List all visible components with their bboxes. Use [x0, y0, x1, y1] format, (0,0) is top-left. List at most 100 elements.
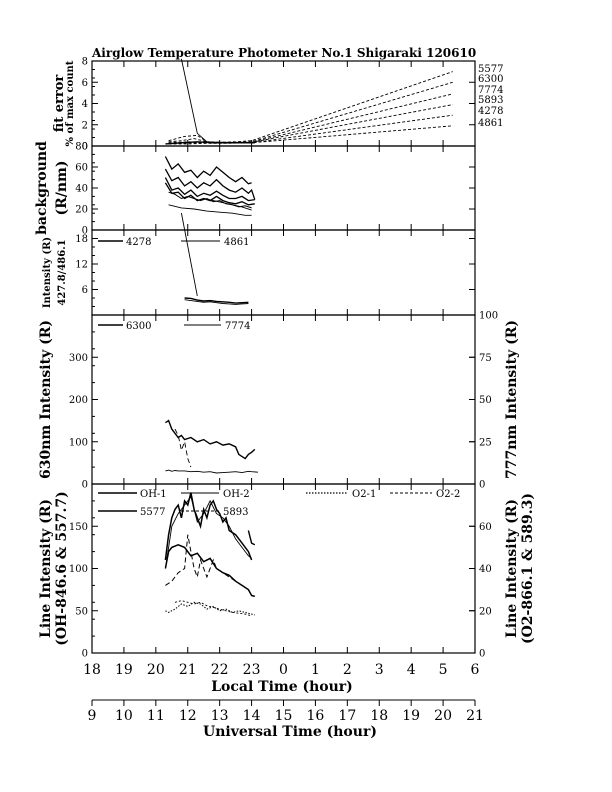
series-4278 [184, 297, 249, 304]
series-4861-spike [180, 58, 208, 143]
y-tick-label: 0 [82, 142, 88, 153]
universal-time-axis-label: Universal Time (hour) [203, 724, 377, 740]
ut-tick-label: 13 [211, 708, 229, 724]
y-tick-label: 6 [82, 285, 88, 296]
panel-intensity-blue: 6 12 18 Intensity (R) 427.8/486.1 4278 4861 [42, 212, 476, 316]
series-bg-2 [164, 168, 256, 200]
y-tick-label: 0 [82, 480, 88, 491]
ut-tick-label: 10 [115, 708, 133, 724]
y-tick-label: 0 [82, 226, 88, 237]
local-time-tick-label: 22 [211, 662, 229, 678]
local-time-tick-label: 21 [179, 662, 197, 678]
y-right-tick-label: 50 [479, 395, 492, 406]
series-band [165, 141, 255, 145]
y-right-tick-label: 0 [479, 480, 485, 491]
y-axis-label: Line Intensity (R) [38, 499, 54, 638]
y-tick-label: 12 [75, 260, 88, 271]
series-bg-1 [164, 156, 252, 185]
y-tick-label: 4 [82, 99, 88, 110]
legend-label: 5893 [223, 507, 248, 518]
y-tick-label: 300 [69, 353, 88, 364]
legend-label: O2-1 [352, 489, 376, 500]
panel-frame [91, 314, 476, 485]
ut-tick-label: 11 [147, 708, 165, 724]
legend-label: 7774 [225, 321, 250, 332]
local-time-axis-label: Local Time (hour) [211, 679, 353, 695]
y-tick-label: 60 [75, 163, 88, 174]
panel-background: 0 20 40 60 80 background (R/nm) [34, 141, 476, 237]
y-right-tick-label: 25 [479, 437, 492, 448]
ut-tick-label: 12 [179, 708, 197, 724]
local-time-tick-label: 18 [83, 662, 101, 678]
legend-label: OH-2 [223, 489, 250, 500]
y-right-tick-label: 40 [479, 564, 492, 575]
series-O2-2 [174, 600, 252, 617]
series-7774-dash [174, 428, 192, 468]
legend-label: OH-1 [140, 489, 167, 500]
series-OH-2 [164, 495, 252, 569]
y-tick-label: 40 [75, 184, 88, 195]
series-5893 [165, 534, 236, 586]
series-7774 [168, 93, 453, 144]
y-axis-label: fit error [52, 75, 67, 133]
local-time-tick-label: 20 [147, 662, 165, 678]
y-axis-label: (R/nm) [54, 161, 70, 216]
series-label: 4278 [478, 106, 503, 117]
legend-label: 4278 [126, 237, 151, 248]
y-axis-label-right: Line Intensity (R) [504, 499, 520, 638]
series-bg-3 [164, 177, 255, 202]
series-bg-6 [168, 204, 252, 216]
y-tick-label: 0 [82, 649, 88, 660]
ut-tick-label: 18 [370, 708, 388, 724]
y-right-tick-label: 100 [479, 311, 498, 322]
chart-title: Airglow Temperature Photometer No.1 Shig… [91, 46, 476, 60]
series-5577 [164, 543, 256, 598]
ut-tick-label: 15 [275, 708, 293, 724]
series-O2-1 [165, 601, 255, 616]
series-6300 [165, 419, 256, 460]
local-time-tick-label: 4 [407, 662, 416, 678]
y-tick-label: 20 [75, 205, 88, 216]
y-tick-label: 8 [82, 57, 88, 68]
ut-tick-label: 14 [243, 708, 261, 724]
y-axis-label-right: 777nm Intensity (R) [504, 320, 520, 479]
local-time-tick-label: 6 [471, 662, 480, 678]
series-bg-7 [203, 198, 252, 211]
panel-fit-error: 0 2 4 6 8 fit error% of max count 557763007774… [52, 57, 503, 153]
series-4861 [184, 299, 249, 305]
series-7774 [165, 469, 259, 474]
panel-frame [91, 145, 476, 231]
y-right-tick-label: 0 [479, 649, 485, 660]
series-label: 6300 [478, 74, 503, 85]
series-OH-1-tail [247, 530, 256, 546]
ut-tick-label: 17 [338, 708, 356, 724]
series-label: 5893 [478, 95, 503, 106]
y-axis-label: Intensity (R) [42, 237, 53, 308]
legend-label: O2-2 [436, 489, 460, 500]
y-right-tick-label: 60 [479, 522, 492, 533]
local-time-tick-label: 5 [439, 662, 448, 678]
ut-tick-label: 21 [466, 708, 484, 724]
panel-frame [91, 60, 476, 147]
ut-tick-label: 19 [402, 708, 420, 724]
y-tick-label: 50 [75, 606, 88, 617]
y-axis-label: 427.8/486.1 [57, 239, 68, 305]
y-tick-label: 18 [75, 234, 88, 245]
y-tick-label: 200 [69, 395, 88, 406]
local-time-tick-label: 0 [279, 662, 288, 678]
y-tick-label: 100 [69, 437, 88, 448]
series-5893 [168, 104, 453, 143]
local-time-tick-label: 2 [343, 662, 352, 678]
series-4861-spike [180, 212, 198, 296]
legend-label: 5577 [140, 507, 165, 518]
y-axis-label: % of max count [65, 60, 76, 146]
local-time-tick-label: 19 [115, 662, 133, 678]
series-label: 5577 [478, 64, 503, 75]
y-right-tick-label: 20 [479, 606, 492, 617]
y-tick-label: 2 [82, 120, 88, 131]
y-tick-label: 100 [69, 564, 88, 575]
y-right-tick-label: 75 [479, 353, 492, 364]
